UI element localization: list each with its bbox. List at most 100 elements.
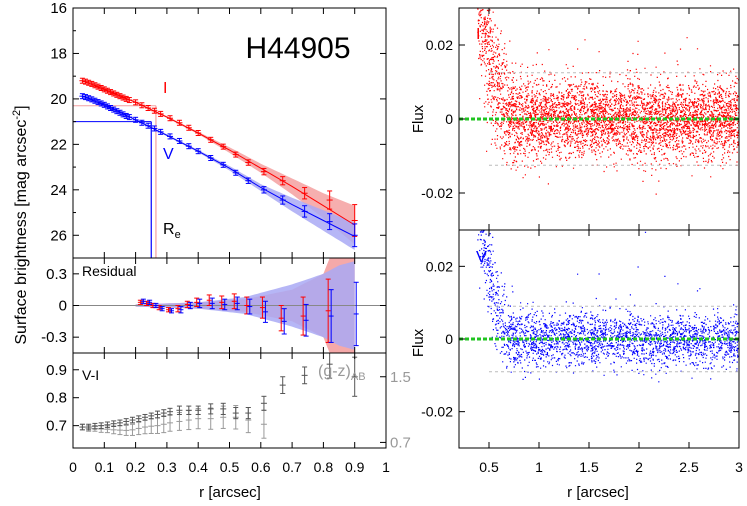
profile-point-v [151,125,158,132]
gz-color-point [110,425,117,435]
band-label-i: I [163,80,167,97]
profile-point-v [260,186,267,194]
left-x-tick-label: 1 [382,459,390,475]
flux-v-points [477,230,739,383]
profile-point-i [123,95,130,102]
residual-point-v [222,298,228,311]
profile-y-ticks: 16 18 20 22 24 26 [50,0,386,244]
flux-v-fit-lines [459,305,739,373]
galaxy-name-title: H44905 [245,32,350,65]
profile-point-i [88,80,95,87]
profile-point-v [176,137,183,144]
profile-point-i [245,159,252,166]
vi-color-point [104,421,111,429]
profile-point-i [104,87,111,94]
profile-point-v [126,114,133,121]
left-x-tick-label: 0.8 [314,459,334,475]
residual-point-i [278,305,284,332]
profile-point-v [85,95,92,102]
flux-v-scatter [477,230,739,383]
flux-v-x-tick-label: 1.5 [579,459,599,475]
profile-point-v [326,213,333,231]
vi-color-point [326,353,333,379]
profile-point-v [120,111,127,118]
color-y-tick-label: 0.7 [46,418,67,435]
profile-point-i [126,97,133,104]
gz-color-point [260,409,267,439]
profile-point-i [151,107,158,114]
profile-point-i [82,78,89,85]
flux-v-y-tick-label: 0 [445,331,453,347]
left-x-tick-label: 0.5 [220,459,240,475]
vi-color-point [245,406,252,420]
left-x-axis-label: r [arcsec] [199,484,261,501]
profile-point-i [110,90,117,97]
left-x-tick-label: 0.7 [282,459,302,475]
residual-point-v [234,296,240,311]
profile-point-v [145,122,152,129]
residual-panel: 0.3 0 -0.3 Residual [41,257,387,354]
residual-point-v [247,298,253,315]
gz-color-point [176,412,183,431]
residual-point-i [184,300,190,309]
profile-point-i [279,176,286,186]
residual-point-v [147,299,153,305]
surface-brightness-axis-label: Surface brightness [mag arcsec-2] [11,105,30,344]
profile-point-v [123,112,130,119]
flux-v-y-axis-label: Flux [410,328,427,357]
profile-point-i [195,130,202,136]
flux-i-y-tick-label: 0 [445,111,453,127]
color-y2-tick-label: 1.5 [390,369,411,386]
profile-band-v [82,95,355,250]
vi-color-point [154,410,161,419]
vi-color-point [116,419,123,427]
flux-i-y-axis-label: Flux [410,104,427,133]
color-panel: 0.9 0.8 0.7 1.5 0.7 0 0.1 0.2 0.3 0.4 0.5 0.6 0.7 0.8… [46,8,411,501]
profile-point-i [132,99,139,106]
gz-color-point [141,419,148,435]
residual-y-tick-label: 0 [59,298,67,315]
profile-point-i [326,190,333,210]
profile-y-tick-label: 24 [50,182,67,199]
residual-point-i [231,293,237,310]
profile-point-v [245,177,252,184]
effective-radius-markers [73,105,157,258]
vi-color-point [167,407,174,416]
profile-point-i [157,110,164,117]
residual-point-i [206,294,212,306]
profile-point-v [98,100,105,107]
profile-point-i [107,89,114,96]
flux-i-band-label: I [476,26,480,43]
residual-point-v [159,306,165,312]
vi-color-point [301,366,308,385]
profile-point-i [113,91,120,98]
profile-point-i [145,105,152,111]
profile-point-v [95,99,102,106]
residual-y-tick-label: 0.3 [46,266,67,283]
profile-point-v [351,223,358,248]
profile-y-tick-label: 26 [50,227,67,244]
flux-i-ticks: 0.02 0 -0.02 [421,8,740,230]
profile-point-i [301,187,308,200]
profile-point-v [167,133,174,140]
left-x-tick-label: 0.3 [157,459,177,475]
profile-point-i [91,82,98,89]
flux-v-x-tick-label: 1 [535,459,543,475]
profile-point-i [220,143,227,150]
gz-color-point [167,413,174,432]
profile-point-v [207,155,214,161]
profile-point-i [79,77,86,84]
residual-point-i [300,296,306,336]
profile-point-v [132,116,139,123]
profile-point-v [107,105,114,111]
residual-point-v [140,298,146,304]
vi-color-point [148,412,155,420]
vi-color-point [129,416,136,424]
gz-color-point [129,423,136,436]
profile-point-v [91,97,98,104]
flux-v-x-tick-label: 2.5 [679,459,699,475]
flux-v-panel: 0.02 0 -0.02 0.5 1 1.5 2 2.5 3 V Flux r [arcsec] [410,229,743,501]
profile-point-v [195,148,202,155]
residual-point-v [353,281,359,347]
residual-point-v [209,297,215,310]
